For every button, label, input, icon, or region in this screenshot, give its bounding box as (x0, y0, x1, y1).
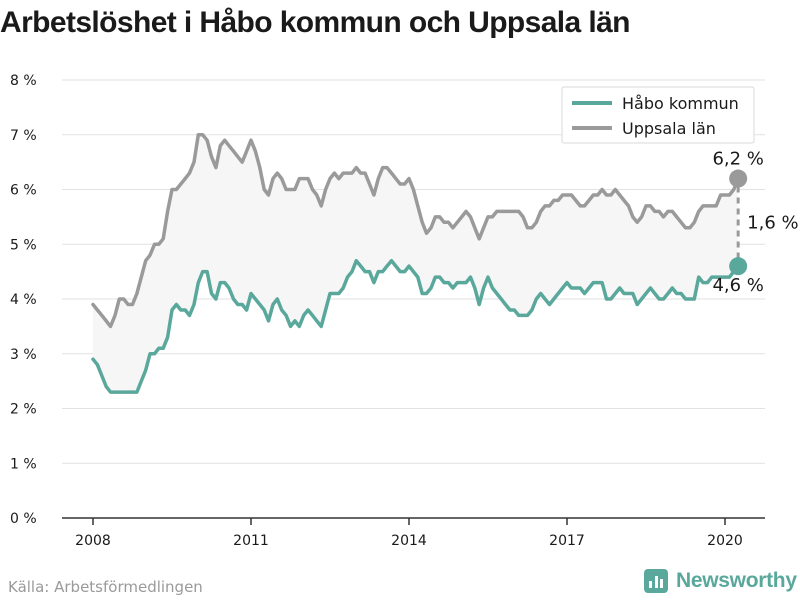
x-tick-label: 2014 (391, 533, 427, 549)
legend-label-uppsala: Uppsala län (622, 119, 716, 138)
end-annotations: 6,2 % 4,6 % 1,6 % (712, 149, 798, 297)
y-tick-label: 8 % (10, 73, 37, 89)
brand-logo: Newsworthy (644, 567, 797, 595)
y-tick-label: 2 % (10, 402, 37, 418)
source-note: Källa: Arbetsförmedlingen (8, 578, 203, 596)
series-lines (91, 133, 740, 394)
habo-last-point (729, 257, 748, 276)
x-tick-label: 2008 (75, 533, 111, 549)
x-axis: 2008 2011 2014 2017 2020 (62, 517, 765, 549)
y-tick-label: 3 % (10, 347, 37, 363)
y-tick-label: 6 % (10, 183, 37, 199)
uppsala-last-value-label: 6,2 % (712, 149, 763, 170)
newsworthy-logo-icon (644, 569, 668, 593)
x-tick-label: 2011 (233, 533, 269, 549)
brand-name: Newsworthy (676, 569, 797, 592)
series-line-habo (91, 258, 740, 394)
uppsala-last-point (729, 169, 748, 188)
y-tick-label: 1 % (10, 456, 37, 472)
difference-band (93, 134, 739, 393)
y-tick-label: 0 % (10, 511, 37, 527)
x-tick-label: 2020 (707, 533, 743, 549)
y-tick-label: 5 % (10, 237, 37, 253)
difference-label: 1,6 % (747, 212, 798, 233)
y-axis-tick-labels: 0 % 1 % 2 % 3 % 4 % 5 % 6 % 7 % 8 % (10, 73, 37, 527)
y-tick-label: 7 % (10, 128, 37, 144)
habo-last-value-label: 4,6 % (712, 275, 763, 296)
chart-title: Arbetslöshet i Håbo kommun och Uppsala l… (0, 6, 631, 39)
legend-label-habo: Håbo kommun (622, 94, 739, 113)
x-tick-label: 2017 (549, 533, 585, 549)
y-tick-label: 4 % (10, 292, 37, 308)
legend: Håbo kommun Uppsala län (561, 86, 755, 144)
series-line-uppsala (91, 133, 740, 329)
difference-band-area (93, 134, 739, 393)
